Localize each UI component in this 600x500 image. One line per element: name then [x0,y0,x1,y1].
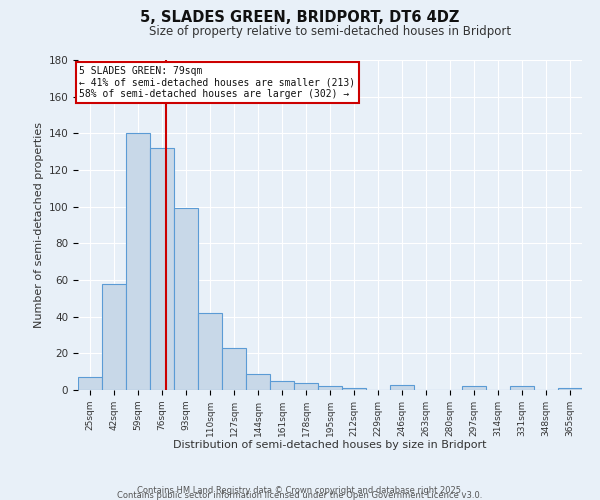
Text: 5 SLADES GREEN: 79sqm
← 41% of semi-detached houses are smaller (213)
58% of sem: 5 SLADES GREEN: 79sqm ← 41% of semi-deta… [79,66,356,98]
X-axis label: Distribution of semi-detached houses by size in Bridport: Distribution of semi-detached houses by … [173,440,487,450]
Bar [246,374,270,390]
Bar [318,386,342,390]
Bar [510,386,534,390]
Bar [342,388,366,390]
Bar [78,377,102,390]
Title: Size of property relative to semi-detached houses in Bridport: Size of property relative to semi-detach… [149,25,511,38]
Bar [294,382,318,390]
Bar [270,381,294,390]
Bar [222,348,246,390]
Bar [558,388,582,390]
Text: Contains public sector information licensed under the Open Government Licence v3: Contains public sector information licen… [118,491,482,500]
Bar [198,313,222,390]
Bar [390,384,414,390]
Text: Contains HM Land Registry data © Crown copyright and database right 2025.: Contains HM Land Registry data © Crown c… [137,486,463,495]
Text: 5, SLADES GREEN, BRIDPORT, DT6 4DZ: 5, SLADES GREEN, BRIDPORT, DT6 4DZ [140,10,460,25]
Bar [126,134,150,390]
Bar [174,208,198,390]
Bar [462,386,486,390]
Bar [150,148,174,390]
Bar [102,284,126,390]
Y-axis label: Number of semi-detached properties: Number of semi-detached properties [34,122,44,328]
